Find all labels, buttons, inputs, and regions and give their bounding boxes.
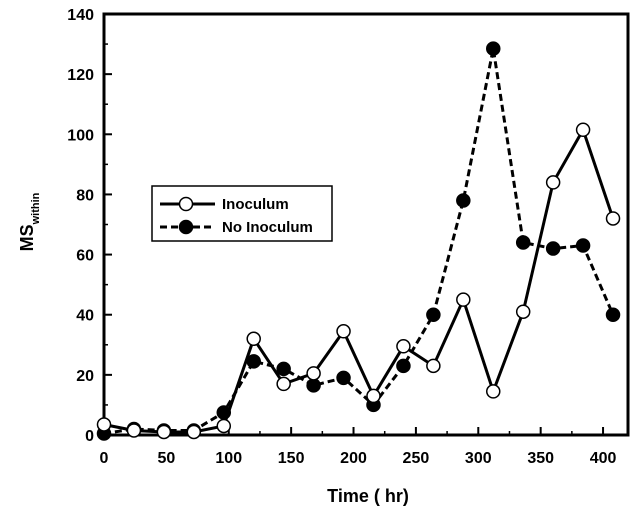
series-layer	[96, 41, 621, 441]
data-point-inoculum	[486, 384, 501, 399]
data-point-inoculum	[605, 211, 621, 226]
x-tick-label: 300	[465, 450, 492, 467]
series-inoculum	[96, 122, 621, 440]
y-tick-label: 80	[76, 187, 94, 204]
legend-label-inoculum: Inoculum	[222, 196, 289, 213]
x-tick-label: 350	[527, 450, 554, 467]
x-tick-label: 100	[215, 450, 242, 467]
series-line-inoculum	[103, 126, 615, 434]
x-axis-ticks: 0 50 100 150 200 250 300 350 400	[100, 427, 617, 467]
data-point-inoculum	[366, 388, 381, 404]
legend-entry-inoculum: Inoculum	[160, 196, 289, 213]
data-point-inoculum	[306, 366, 321, 381]
y-tick-label: 140	[67, 7, 94, 24]
data-point-no-inoculum	[456, 193, 471, 208]
data-point-no-inoculum	[246, 354, 261, 369]
y-tick-label: 40	[76, 308, 94, 325]
data-point-no-inoculum	[306, 378, 321, 393]
data-point-no-inoculum	[605, 307, 621, 322]
y-tick-label: 20	[76, 368, 94, 385]
data-point-no-inoculum	[396, 358, 411, 374]
y-tick-label: 120	[67, 67, 94, 84]
data-point-no-inoculum	[545, 241, 561, 256]
x-tick-label: 400	[590, 450, 617, 467]
data-point-inoculum	[156, 424, 172, 440]
x-tick-label: 150	[278, 450, 305, 467]
legend-label-no-inoculum: No Inoculum	[222, 219, 313, 236]
y-axis-title: MSwithin	[17, 192, 42, 251]
legend-marker-no-inoculum	[178, 219, 194, 235]
x-tick-label: 50	[157, 450, 175, 467]
data-point-inoculum	[396, 339, 411, 354]
data-point-inoculum	[276, 376, 291, 392]
x-tick-label: 0	[100, 450, 109, 467]
data-point-inoculum	[515, 304, 531, 319]
data-point-inoculum	[126, 423, 142, 438]
data-point-inoculum	[456, 292, 471, 307]
y-tick-label: 100	[67, 127, 94, 144]
y-tick-label: 0	[85, 428, 94, 445]
x-axis-title: Time ( hr)	[327, 486, 409, 506]
data-point-inoculum	[545, 175, 561, 190]
data-point-inoculum	[336, 324, 351, 339]
y-axis-title-subscript: within	[30, 192, 42, 225]
data-point-inoculum	[96, 417, 112, 432]
x-tick-label: 250	[403, 450, 430, 467]
data-point-inoculum	[216, 418, 232, 434]
data-point-inoculum	[186, 424, 202, 440]
x-tick-label: 200	[340, 450, 367, 467]
data-point-inoculum	[575, 122, 591, 138]
data-point-no-inoculum	[486, 41, 501, 56]
legend-marker-inoculum	[178, 196, 194, 212]
data-point-inoculum	[246, 331, 261, 347]
legend: Inoculum No Inoculum	[151, 185, 333, 242]
y-axis-title-main: MS	[17, 224, 37, 251]
data-point-no-inoculum	[426, 307, 441, 322]
data-point-no-inoculum	[336, 370, 351, 386]
y-tick-label: 60	[76, 248, 94, 265]
data-point-no-inoculum	[575, 238, 591, 253]
legend-entry-no-inoculum: No Inoculum	[160, 219, 313, 236]
data-point-no-inoculum	[515, 235, 531, 250]
data-point-no-inoculum	[276, 361, 291, 377]
data-point-inoculum	[426, 358, 441, 374]
y-axis-ticks: 0 20 40 60 80 100 120 140	[67, 7, 112, 445]
